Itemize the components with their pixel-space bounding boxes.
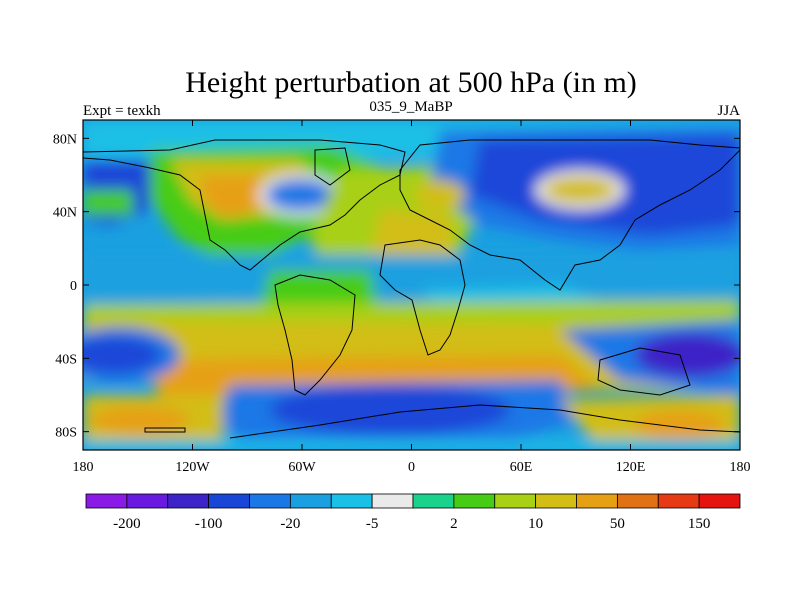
colorbar-label: -20: [280, 516, 300, 532]
colorbar-label: 2: [450, 516, 458, 532]
experiment-label: Expt = texkh: [83, 103, 161, 119]
figure-title: Height perturbation at 500 hPa (in m): [185, 66, 637, 99]
axis-ticks: 180 120W 60W 0 60E 120E 180 80N 40N 0 40S 80S: [53, 120, 751, 475]
y-tick-label: 80S: [55, 426, 77, 441]
colorbar-label: -5: [366, 516, 379, 532]
colorbar-swatch: [167, 493, 210, 509]
colorbar-label: -200: [113, 516, 141, 532]
y-tick-label: 40N: [53, 206, 77, 221]
season-label: JJA: [717, 103, 740, 119]
colorbar-swatch: [208, 493, 250, 509]
period-label: 035_9_MaBP: [369, 99, 452, 115]
ross-ice-outline: [144, 427, 186, 433]
y-tick-label: 80N: [53, 132, 77, 147]
colorbar-swatch: [576, 493, 618, 509]
colorbar-swatch: [698, 493, 741, 509]
x-tick-label: 0: [408, 460, 415, 475]
colorbar-swatch: [371, 493, 414, 509]
colorbar-label: 50: [610, 516, 625, 532]
antarctica-outline: [229, 404, 740, 439]
x-tick-label: 180: [730, 460, 751, 475]
colorbar-swatch: [249, 493, 291, 509]
colorbar-swatch: [126, 493, 169, 509]
colorbar-swatch: [657, 493, 700, 509]
colorbar-label: 10: [528, 516, 543, 532]
africa-outline: [379, 239, 466, 356]
south-america-outline: [274, 274, 356, 396]
colorbar: -200 -100 -20 -5 2 10 50 150: [85, 493, 741, 532]
x-tick-label: 60W: [288, 460, 316, 475]
y-tick-label: 40S: [55, 352, 77, 367]
x-tick-label: 120E: [616, 460, 646, 475]
contour-field: [83, 120, 740, 450]
colorbar-swatch: [535, 493, 577, 509]
colorbar-label: -100: [195, 516, 223, 532]
colorbar-swatch: [453, 493, 496, 509]
colorbar-swatch: [289, 493, 332, 509]
colorbar-swatch: [85, 493, 128, 509]
greenland-outline: [314, 147, 351, 186]
y-tick-label: 0: [70, 279, 77, 294]
x-tick-label: 60E: [510, 460, 533, 475]
eurasia-outline: [399, 139, 740, 291]
x-tick-label: 120W: [175, 460, 210, 475]
colorbar-swatch: [494, 493, 537, 509]
colorbar-label: 150: [688, 516, 711, 532]
colorbar-swatch: [616, 493, 659, 509]
colorbar-swatch: [330, 493, 373, 509]
colorbar-swatch: [412, 493, 455, 509]
north-america-outline: [83, 139, 406, 271]
x-tick-label: 180: [73, 460, 94, 475]
coastlines: [83, 139, 740, 439]
australia-outline: [597, 347, 691, 396]
